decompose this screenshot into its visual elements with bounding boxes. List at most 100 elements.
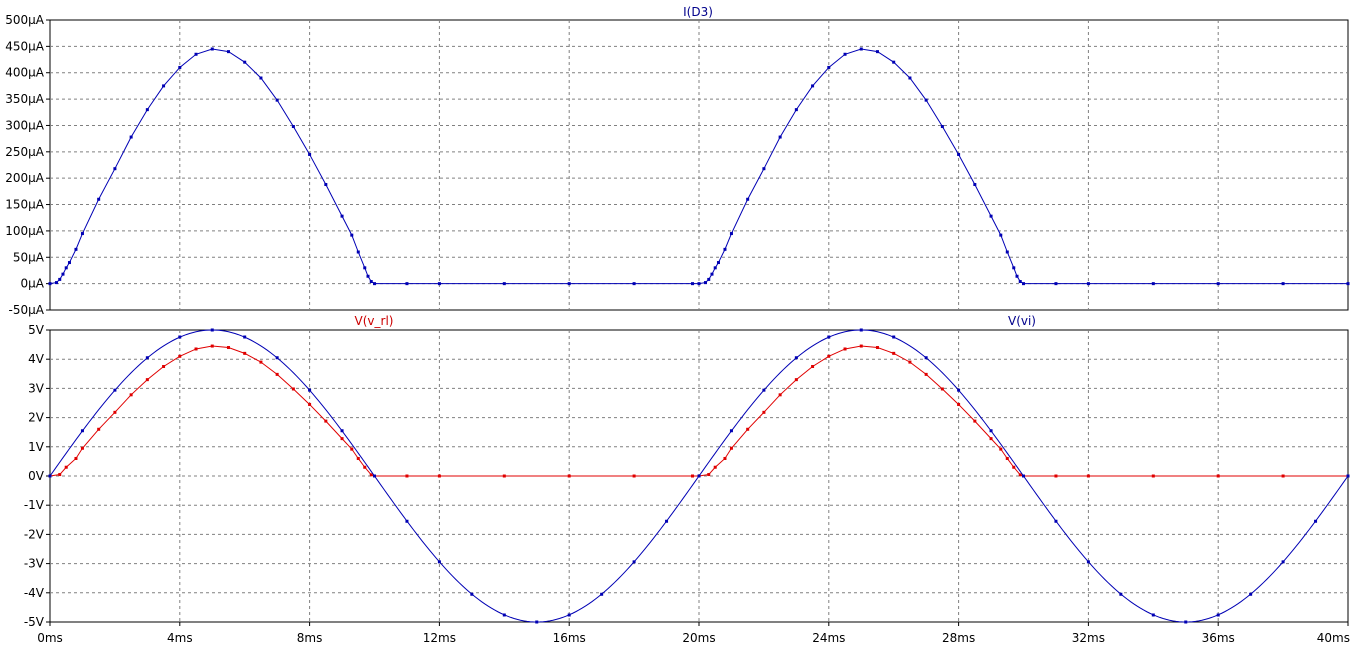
voltage-y-tick-label: 2V	[28, 411, 45, 425]
point-i-d3	[356, 250, 360, 254]
point-v-v-rl	[859, 344, 863, 348]
vi-trace-title: V(vi)	[1008, 314, 1036, 328]
point-i-d3	[632, 282, 636, 286]
voltage-y-tick-label: -1V	[24, 498, 45, 512]
x-tick-label: 36ms	[1202, 631, 1235, 645]
point-v-vi	[243, 335, 247, 339]
point-v-vi	[1249, 592, 1253, 596]
point-v-v-rl	[940, 387, 944, 391]
point-v-vi	[1216, 613, 1220, 617]
point-i-d3	[340, 214, 344, 218]
point-v-v-rl	[145, 378, 149, 382]
point-v-v-rl	[1086, 474, 1090, 478]
point-i-d3	[194, 52, 198, 56]
point-v-v-rl	[194, 347, 198, 351]
point-v-v-rl	[58, 473, 62, 477]
x-tick-label: 28ms	[942, 631, 975, 645]
point-v-vi	[1022, 474, 1025, 478]
point-i-d3	[875, 50, 879, 54]
point-i-d3	[1086, 282, 1090, 286]
point-v-vi	[1054, 519, 1058, 523]
point-i-d3	[710, 272, 714, 276]
x-tick-label: 0ms	[37, 631, 63, 645]
point-v-vi	[145, 356, 149, 360]
trace-v-v-rl	[49, 345, 1348, 477]
point-i-d3	[259, 76, 263, 80]
point-v-v-rl	[243, 351, 247, 355]
current-y-tick-label: 300µA	[5, 118, 45, 132]
point-v-vi	[697, 474, 701, 478]
point-i-d3	[405, 282, 409, 286]
point-v-vi	[892, 335, 896, 339]
current-pane-y-ticks: 500µA 450µA 400µA 350µA 300µA 250µA 200µA 150µA…	[5, 13, 50, 317]
point-i-d3	[97, 197, 101, 201]
point-i-d3	[729, 232, 733, 236]
point-i-d3	[113, 167, 117, 171]
point-i-d3	[350, 233, 354, 237]
point-v-v-rl	[567, 474, 571, 478]
point-i-d3	[210, 47, 214, 51]
point-v-vi	[957, 388, 961, 392]
point-v-vi	[632, 560, 636, 564]
point-i-d3	[145, 108, 149, 112]
point-v-vi	[405, 519, 409, 523]
x-tick-label: 4ms	[167, 631, 193, 645]
point-v-v-rl	[291, 387, 295, 391]
point-i-d3	[369, 280, 373, 284]
point-v-vi	[1086, 560, 1090, 564]
current-y-tick-label: 500µA	[5, 13, 45, 27]
point-i-d3	[48, 282, 52, 286]
point-v-vi	[178, 335, 182, 339]
point-v-v-rl	[999, 447, 1003, 451]
voltage-y-tick-label: 4V	[28, 352, 45, 366]
point-v-vi	[1281, 560, 1285, 564]
point-i-d3	[957, 152, 961, 156]
point-v-v-rl	[80, 446, 84, 450]
voltage-y-tick-label: -5V	[24, 615, 45, 629]
x-tick-label: 24ms	[812, 631, 845, 645]
point-i-d3	[843, 52, 847, 56]
point-v-v-rl	[437, 474, 441, 478]
point-v-v-rl	[405, 474, 409, 478]
point-v-v-rl	[324, 419, 328, 423]
point-i-d3	[567, 282, 571, 286]
point-v-vi	[48, 474, 52, 478]
point-v-vi	[1314, 519, 1318, 523]
point-i-d3	[291, 125, 295, 129]
voltage-y-tick-label: -4V	[24, 586, 45, 600]
point-v-v-rl	[1281, 474, 1285, 478]
point-v-vi	[1151, 613, 1155, 617]
point-i-d3	[811, 84, 815, 88]
point-v-vi	[80, 429, 84, 433]
voltage-y-tick-label: 3V	[28, 381, 45, 395]
point-v-v-rl	[691, 474, 695, 478]
point-v-vi	[567, 613, 571, 617]
point-v-v-rl	[502, 474, 506, 478]
point-i-d3	[243, 60, 247, 64]
point-v-v-rl	[875, 346, 879, 350]
current-y-tick-label: 0µA	[21, 277, 45, 291]
current-trace-title: I(D3)	[683, 5, 713, 19]
point-v-v-rl	[827, 354, 831, 358]
point-v-v-rl	[811, 365, 815, 368]
point-i-d3	[67, 261, 71, 265]
point-v-v-rl	[794, 378, 798, 382]
point-v-v-rl	[1151, 474, 1155, 478]
point-i-d3	[762, 167, 766, 171]
point-v-v-rl	[924, 372, 928, 376]
point-v-vi	[113, 388, 117, 392]
point-i-d3	[178, 65, 182, 69]
point-i-d3	[794, 108, 798, 112]
x-tick-label: 20ms	[682, 631, 715, 645]
current-y-tick-label: 400µA	[5, 66, 45, 80]
point-v-v-rl	[162, 365, 166, 368]
point-v-v-rl	[74, 456, 78, 460]
voltage-y-tick-label: -2V	[24, 527, 45, 541]
point-v-vi	[535, 620, 539, 624]
point-i-d3	[58, 277, 62, 281]
point-v-v-rl	[178, 354, 182, 358]
point-v-v-rl	[1012, 465, 1016, 469]
point-i-d3	[373, 282, 376, 286]
point-v-vi	[600, 592, 604, 596]
